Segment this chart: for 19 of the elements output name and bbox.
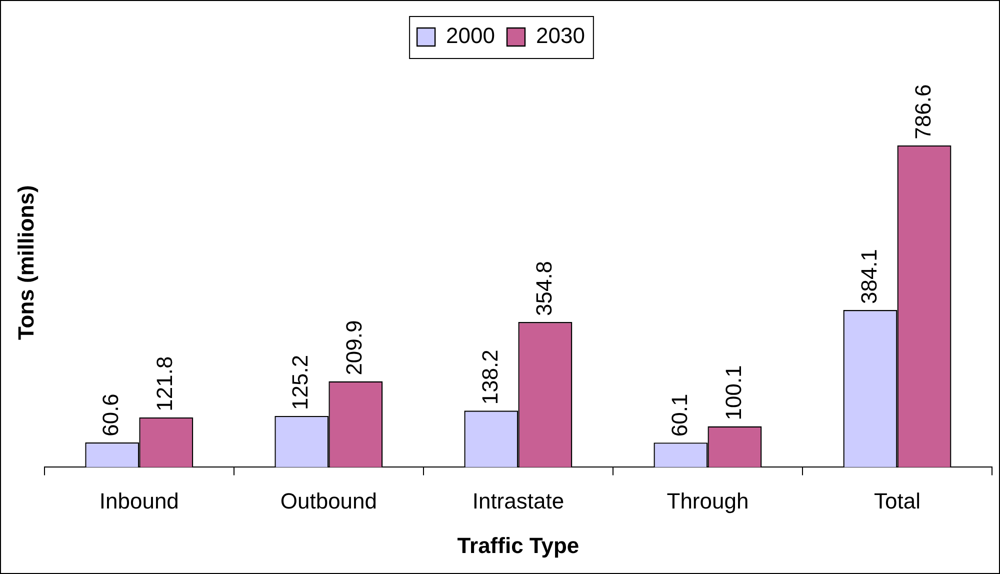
x-tick-label: Through	[666, 488, 749, 514]
data-label: 138.2	[477, 350, 502, 405]
data-label: 384.1	[856, 248, 882, 304]
data-label: 60.1	[666, 394, 692, 437]
data-label: 60.6	[98, 394, 124, 436]
data-label: 125.2	[288, 354, 313, 410]
legend-label: 2030	[536, 23, 585, 48]
x-tick-label: Total	[874, 488, 920, 514]
x-axis-title: Traffic Type	[457, 532, 580, 558]
x-tick-label: Intrastate	[472, 488, 564, 514]
data-label: 121.8	[152, 356, 178, 412]
x-tick-label: Inbound	[99, 488, 179, 514]
x-tick-label: Outbound	[280, 488, 377, 514]
data-label: 209.9	[342, 320, 367, 376]
data-label: 786.6	[910, 84, 936, 140]
y-axis-title: Tons (millions)	[13, 185, 38, 340]
data-label: 354.8	[531, 260, 556, 316]
legend-label: 2000	[446, 23, 496, 48]
data-label: 100.1	[720, 365, 746, 420]
